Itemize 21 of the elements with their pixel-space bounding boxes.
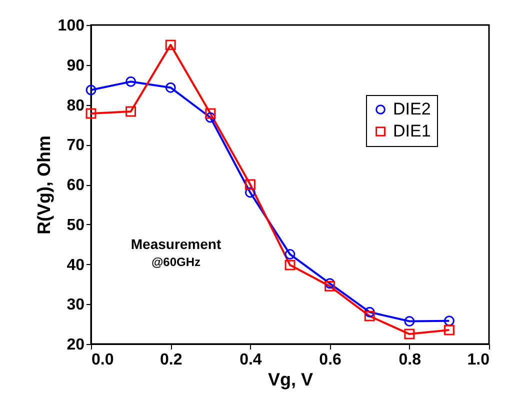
- y-tick-label: 20: [66, 336, 85, 354]
- y-tick-label: 60: [66, 177, 85, 194]
- y-tick-label: 30: [66, 296, 85, 314]
- y-tick-label: 100: [58, 18, 85, 34]
- x-tick-label: 0.2: [160, 352, 182, 368]
- legend-label: DIE1: [393, 122, 431, 140]
- x-axis-title: Vg, V: [268, 370, 314, 390]
- x-tick-label: 0.4: [240, 352, 262, 368]
- y-tick-label: 40: [66, 256, 85, 274]
- x-tick-label: 1.0: [467, 352, 490, 368]
- y-tick-label: 90: [66, 57, 85, 74]
- x-tick-label: 0.8: [398, 352, 422, 368]
- y-tick-label: 80: [66, 97, 85, 114]
- y-axis-title: R(Vg), Ohm: [34, 136, 54, 234]
- x-tick-label: 0.6: [319, 352, 342, 368]
- y-tick-label: 70: [66, 137, 85, 154]
- annotation: @60GHz: [151, 255, 201, 269]
- legend-label: DIE2: [393, 100, 431, 118]
- annotation: Measurement: [130, 236, 222, 252]
- y-tick-label: 50: [66, 216, 85, 234]
- x-tick-label: 0.0: [92, 352, 114, 368]
